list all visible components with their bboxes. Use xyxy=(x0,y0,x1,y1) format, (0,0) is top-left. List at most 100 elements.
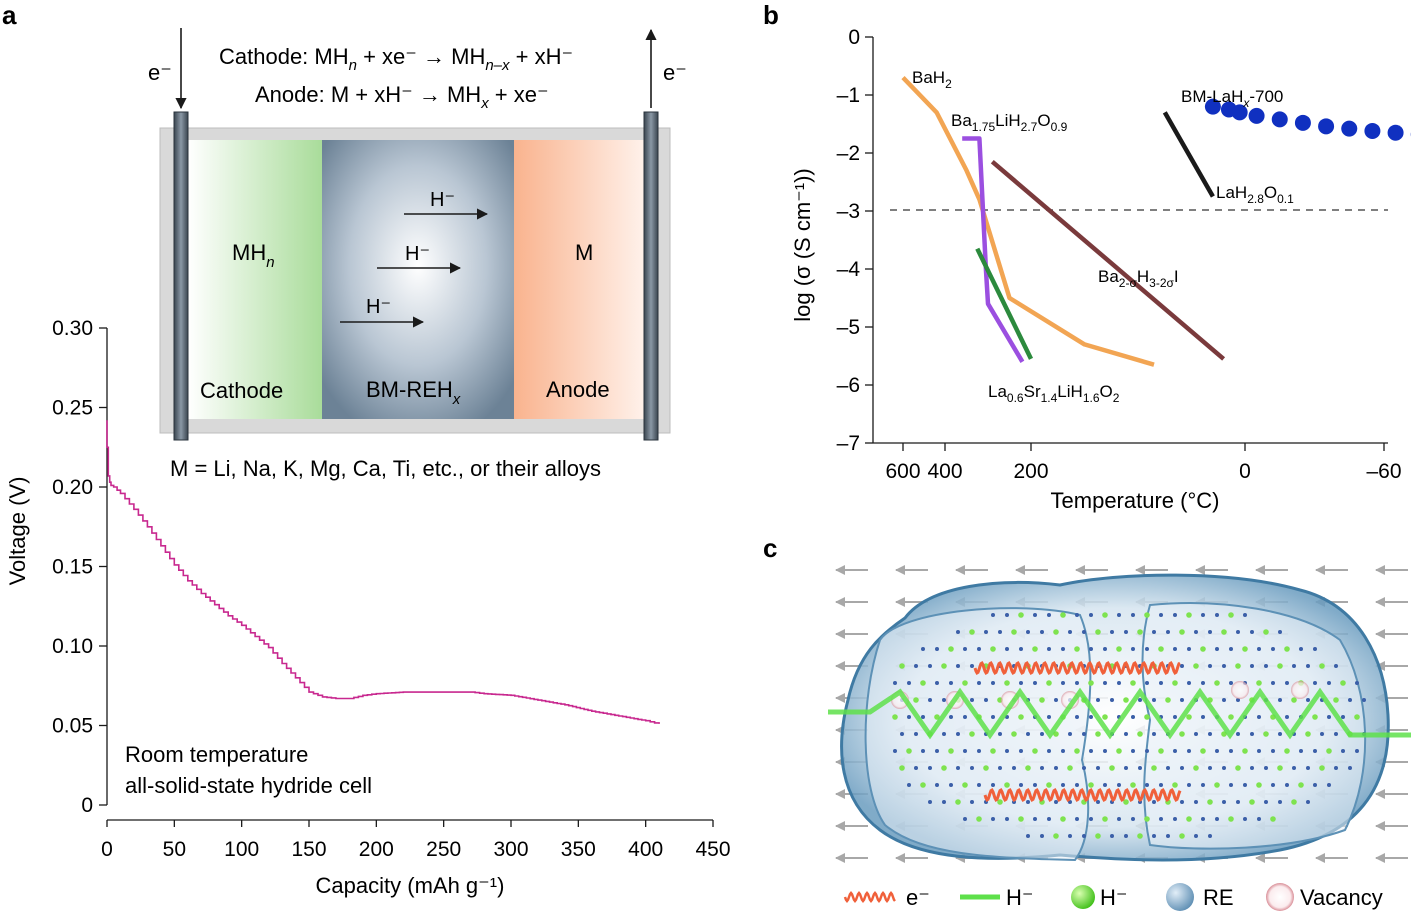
rare-earth-atom xyxy=(970,698,974,702)
rare-earth-atom xyxy=(1089,749,1093,753)
hydride-atom xyxy=(1095,629,1101,635)
rare-earth-atom xyxy=(1285,715,1289,719)
hydride-atom xyxy=(1263,731,1269,737)
chart-a-x-tick-label: 250 xyxy=(426,838,461,861)
rare-earth-atom xyxy=(1229,647,1233,651)
hydride-atom xyxy=(1004,680,1010,686)
hydride-atom xyxy=(1004,782,1010,788)
hydride-atom xyxy=(1165,697,1171,703)
rare-earth-atom xyxy=(1173,817,1177,821)
hydride-atom xyxy=(1109,765,1115,771)
rare-earth-atom xyxy=(893,749,897,753)
hydride-atom xyxy=(990,748,996,754)
rare-earth-atom xyxy=(1355,749,1359,753)
rare-earth-atom xyxy=(1327,681,1331,685)
rare-earth-atom xyxy=(1152,732,1156,736)
electron-out-label: e⁻ xyxy=(663,60,687,85)
hydride-atom xyxy=(1158,646,1164,652)
rare-earth-atom xyxy=(991,681,995,685)
hydride-ion-label-3: H⁻ xyxy=(366,296,391,318)
rare-earth-atom xyxy=(1187,681,1191,685)
rare-earth-atom xyxy=(1145,647,1149,651)
hydride-atom xyxy=(1046,680,1052,686)
hydride-atom xyxy=(1095,833,1101,839)
rare-earth-atom xyxy=(921,749,925,753)
hydride-atom xyxy=(1242,646,1248,652)
hydride-atom xyxy=(899,765,905,771)
hydride-atom xyxy=(1333,697,1339,703)
rare-earth-atom xyxy=(1334,732,1338,736)
series-line-4 xyxy=(1162,111,1215,198)
rare-earth-atom xyxy=(1145,783,1149,787)
chart-b-y-tick-label: –1 xyxy=(837,84,860,107)
rare-earth-atom xyxy=(921,715,925,719)
hydride-atom xyxy=(1074,748,1080,754)
hydride-atom xyxy=(1298,782,1304,788)
rare-earth-atom xyxy=(1103,749,1107,753)
rare-earth-atom xyxy=(921,647,925,651)
rare-earth-atom xyxy=(935,749,939,753)
rare-earth-atom xyxy=(1124,834,1128,838)
rare-earth-atom xyxy=(1208,766,1212,770)
voltage-capacity-chart: 0 0.05 0.10 0.15 0.20 0.25 0.30 0 50 100 150 200 25… xyxy=(5,317,731,898)
rare-earth-atom xyxy=(1061,647,1065,651)
hydride-atom xyxy=(955,799,961,805)
rare-earth-atom xyxy=(1306,766,1310,770)
rare-earth-atom xyxy=(1131,749,1135,753)
electron-in-label: e⁻ xyxy=(148,60,172,85)
chart-a-x-tick-label: 50 xyxy=(163,838,186,861)
rare-earth-atom xyxy=(1005,749,1009,753)
rare-earth-atom xyxy=(1313,647,1317,651)
rare-earth-atom xyxy=(1194,834,1198,838)
rare-earth-atom xyxy=(1138,698,1142,702)
rare-earth-atom xyxy=(1313,783,1317,787)
hydride-atom xyxy=(1137,629,1143,635)
chart-a-x-tick-label: 150 xyxy=(291,838,326,861)
hydride-atom xyxy=(1284,646,1290,652)
hydride-atom xyxy=(1116,646,1122,652)
rare-earth-atom xyxy=(1019,783,1023,787)
series-point-5 xyxy=(1341,120,1358,137)
rare-earth-atom xyxy=(1117,817,1121,821)
rare-earth-atom xyxy=(1194,800,1198,804)
hydride-atom xyxy=(1053,629,1059,635)
rare-earth-atom xyxy=(1033,817,1037,821)
hydride-atom xyxy=(1214,680,1220,686)
rare-earth-atom xyxy=(1019,681,1023,685)
hydride-atom xyxy=(1221,629,1227,635)
legend-vacancy-label: Vacancy xyxy=(1300,885,1383,910)
series-point-5 xyxy=(1231,104,1248,121)
hydride-atom xyxy=(1011,731,1017,737)
chart-a-x-tick-label: 200 xyxy=(359,838,394,861)
hydride-atom xyxy=(906,748,912,754)
electron-path-top xyxy=(973,661,1181,675)
rare-earth-atom xyxy=(1124,766,1128,770)
rare-earth-atom xyxy=(1103,681,1107,685)
rare-earth-atom xyxy=(1229,783,1233,787)
rare-earth-atom xyxy=(935,783,939,787)
rare-earth-atom xyxy=(1243,613,1247,617)
chart-b-x-ticks: 600 400 200 0 –60 xyxy=(885,443,1402,483)
hydride-atom xyxy=(1060,816,1066,822)
rare-earth-atom xyxy=(1054,766,1058,770)
hydride-atom xyxy=(1032,748,1038,754)
rare-earth-atom xyxy=(1173,647,1177,651)
hydride-conduction-path xyxy=(828,687,1411,740)
rare-earth-atom xyxy=(1082,766,1086,770)
hydride-atom xyxy=(1039,697,1045,703)
rare-earth-atom xyxy=(1131,647,1135,651)
chart-b-x-tick-label: 200 xyxy=(1013,460,1048,483)
hydride-atom xyxy=(1102,816,1108,822)
rare-earth-atom xyxy=(1187,647,1191,651)
rare-earth-atom xyxy=(963,817,967,821)
rare-earth-atom xyxy=(1005,613,1009,617)
rare-earth-atom xyxy=(1271,783,1275,787)
hydride-atom xyxy=(1123,799,1129,805)
vacancy-site xyxy=(1291,681,1309,699)
rare-earth-atom xyxy=(914,732,918,736)
hydride-atom xyxy=(1193,663,1199,669)
chart-a-x-tick-label: 350 xyxy=(561,838,596,861)
hydride-atom xyxy=(1291,697,1297,703)
hydride-atom xyxy=(962,782,968,788)
rare-earth-atom xyxy=(1033,613,1037,617)
